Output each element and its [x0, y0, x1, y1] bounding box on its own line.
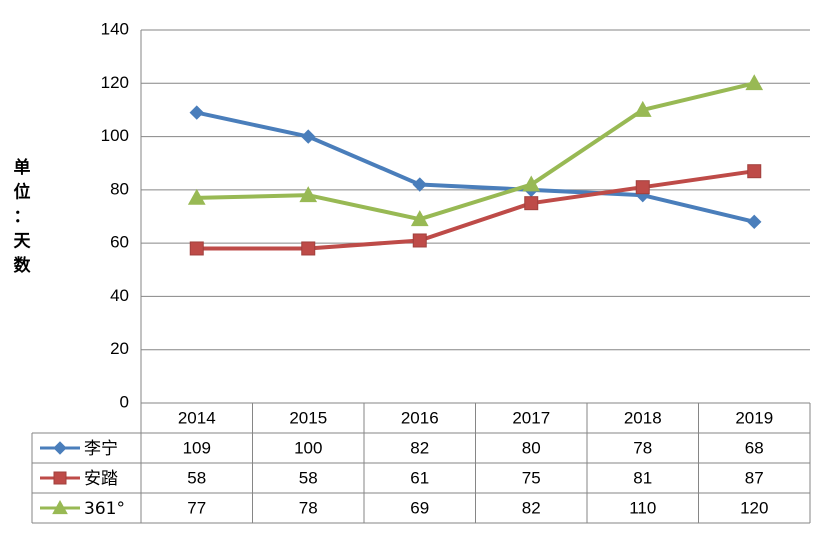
series-lines	[187, 74, 764, 256]
series	[189, 105, 762, 230]
y-axis-label-char: 数	[14, 255, 32, 276]
y-axis-label-char: ：	[14, 207, 31, 227]
series-line	[196, 81, 755, 222]
table-cell-value: 61	[410, 468, 429, 487]
y-tick-label: 60	[110, 233, 129, 252]
data-point	[522, 175, 541, 192]
y-tick-label: 20	[110, 339, 129, 358]
table-cell-value: 80	[522, 438, 541, 457]
data-point	[301, 129, 316, 144]
legend-key	[40, 499, 80, 515]
data-point	[745, 74, 764, 91]
data-point	[299, 186, 318, 203]
y-axis-label-char: 单	[14, 157, 31, 178]
legend-key	[40, 441, 80, 455]
table-cell-value: 68	[745, 438, 764, 457]
legend-label: 361°	[84, 499, 125, 519]
gridlines	[140, 29, 810, 404]
data-point	[301, 241, 316, 256]
y-tick-label: 120	[101, 73, 129, 92]
data-point	[524, 196, 539, 211]
data-table: 2014 2015 2016 2017 2018 2019 李宁 109 100 82 80 78 68…	[31, 403, 811, 524]
series	[189, 164, 762, 256]
x-tick-label: 2014	[178, 408, 216, 427]
series-line	[196, 169, 755, 251]
table-cell-value: 81	[633, 468, 652, 487]
y-axis-label: 单位 ： 天数	[14, 157, 32, 276]
y-tick-label: 40	[110, 286, 129, 305]
data-point	[412, 233, 427, 248]
x-tick-label: 2018	[624, 408, 662, 427]
data-point	[633, 100, 652, 117]
y-axis-label-char: 天	[14, 232, 32, 252]
table-cell-value: 78	[299, 498, 318, 517]
x-tick-label: 2017	[512, 408, 550, 427]
table-cell-value: 109	[183, 438, 211, 457]
data-point	[53, 441, 67, 455]
table-cell-value: 110	[629, 498, 656, 517]
legend-key	[40, 471, 80, 485]
series-line	[196, 110, 755, 224]
table-cell-value: 82	[522, 498, 541, 517]
table-cell-value: 69	[410, 498, 429, 517]
y-tick-label: 140	[101, 19, 129, 38]
table-cell-value: 120	[740, 498, 768, 517]
x-tick-label: 2015	[289, 408, 327, 427]
x-tick-label: 2019	[735, 408, 773, 427]
data-point	[53, 471, 67, 485]
data-point	[189, 241, 204, 256]
data-point	[187, 188, 206, 205]
y-axis-label-char: 位	[14, 182, 31, 203]
data-point	[635, 180, 650, 195]
table-cell-value: 75	[522, 468, 541, 487]
legend-label: 李宁	[84, 439, 118, 459]
y-axis-ticks: 0 20 40 60 80 100 120 140	[101, 19, 129, 411]
table-cell-value: 58	[299, 468, 318, 487]
data-point	[747, 164, 762, 179]
data-point	[412, 177, 427, 192]
data-point	[189, 105, 204, 120]
y-tick-label: 100	[101, 126, 129, 145]
data-point	[52, 499, 68, 515]
table-cell-value: 77	[187, 498, 206, 517]
table-cell-value: 58	[187, 468, 206, 487]
series	[187, 74, 764, 227]
data-point	[410, 210, 429, 227]
y-tick-label: 0	[120, 392, 129, 411]
legend-label: 安踏	[84, 469, 118, 489]
data-point	[747, 214, 762, 230]
y-tick-label: 80	[110, 179, 129, 198]
table-cell-value: 100	[294, 438, 322, 457]
table-cell-value: 78	[633, 438, 652, 457]
table-cell-value: 82	[410, 438, 429, 457]
table-cell-value: 87	[745, 468, 764, 487]
x-tick-label: 2016	[401, 408, 439, 427]
